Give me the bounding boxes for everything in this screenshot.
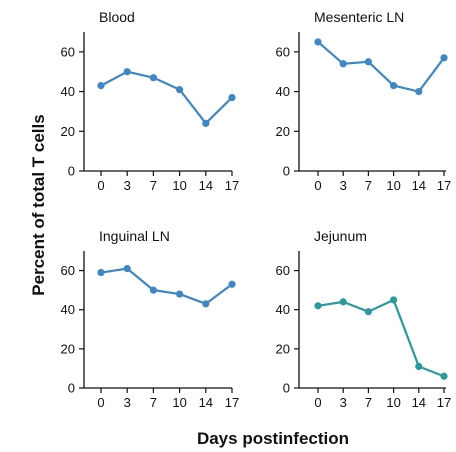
- y-tick-label: 20: [276, 341, 290, 356]
- chart-panel-3: Jejunum 0 20 40 60 0 3 7 10 14 17: [276, 228, 452, 410]
- x-tick-label: 17: [225, 395, 239, 410]
- chart-panel-1: Mesenteric LN 0 20 40 60 0 3 7 10 14 17: [276, 9, 452, 193]
- chart-panel-2: Inguinal LN 0 20 40 60 0 3 7 10 14 17: [61, 228, 240, 410]
- x-tick-label: 10: [386, 395, 400, 410]
- data-point: [415, 87, 423, 96]
- data-point: [314, 302, 322, 310]
- x-tick-label: 0: [314, 178, 321, 193]
- y-tick-label: 60: [276, 263, 290, 278]
- data-point: [202, 300, 210, 308]
- y-tick-label: 40: [276, 302, 290, 317]
- data-point: [390, 296, 398, 304]
- x-tick-label: 0: [97, 178, 104, 193]
- x-tick-label: 10: [386, 178, 400, 193]
- y-tick-label: 20: [61, 341, 75, 356]
- y-tick-label: 40: [276, 84, 290, 99]
- panel-title: Mesenteric LN: [314, 9, 404, 25]
- series-line: [317, 41, 445, 93]
- x-tick-label: 10: [172, 395, 186, 410]
- data-point: [149, 286, 157, 294]
- x-tick-label: 7: [365, 178, 372, 193]
- x-tick-label: 14: [412, 178, 426, 193]
- y-tick-label: 60: [61, 263, 75, 278]
- data-point: [176, 85, 184, 94]
- y-tick-label: 20: [61, 124, 75, 139]
- x-tick-label: 17: [437, 178, 451, 193]
- y-axis-title: Percent of total T cells: [29, 114, 48, 295]
- panel-title: Jejunum: [314, 228, 367, 244]
- panel-title: Inguinal LN: [99, 228, 170, 244]
- data-point: [123, 265, 131, 273]
- data-point: [364, 308, 372, 316]
- data-point: [202, 119, 210, 127]
- data-point: [390, 82, 398, 90]
- y-tick-label: 60: [61, 44, 75, 59]
- data-point: [364, 58, 372, 66]
- y-tick-label: 60: [276, 44, 290, 59]
- x-tick-label: 7: [150, 395, 157, 410]
- x-tick-label: 3: [340, 178, 347, 193]
- panel-title: Blood: [99, 9, 135, 25]
- x-tick-label: 14: [199, 395, 213, 410]
- data-point: [440, 372, 448, 380]
- x-tick-label: 7: [150, 178, 157, 193]
- data-point: [149, 74, 157, 82]
- x-tick-label: 0: [314, 395, 321, 410]
- y-tick-label: 0: [68, 381, 75, 396]
- x-tick-label: 0: [97, 395, 104, 410]
- x-tick-label: 14: [199, 178, 213, 193]
- x-tick-label: 3: [124, 178, 131, 193]
- series-line: [317, 298, 445, 378]
- series-line: [100, 70, 233, 125]
- x-tick-label: 7: [365, 395, 372, 410]
- chart-panel-0: Blood 0 20 40 60 0 3 7 10 14 17: [61, 9, 240, 193]
- data-point: [440, 54, 448, 62]
- x-tick-label: 3: [124, 395, 131, 410]
- data-point: [97, 82, 105, 90]
- x-tick-label: 10: [172, 178, 186, 193]
- data-point: [339, 298, 347, 306]
- data-point: [97, 268, 105, 277]
- x-tick-label: 17: [437, 395, 451, 410]
- x-tick-label: 14: [412, 395, 426, 410]
- x-axis-title: Days postinfection: [197, 429, 349, 448]
- data-point: [123, 68, 131, 76]
- data-point: [314, 38, 322, 46]
- y-tick-label: 0: [283, 381, 290, 396]
- data-point: [228, 93, 236, 102]
- y-tick-label: 20: [276, 124, 290, 139]
- x-tick-label: 3: [340, 395, 347, 410]
- y-tick-label: 0: [283, 164, 290, 179]
- data-point: [415, 362, 423, 371]
- y-tick-label: 40: [61, 84, 75, 99]
- data-point: [339, 60, 347, 68]
- data-point: [228, 280, 236, 288]
- y-tick-label: 40: [61, 302, 75, 317]
- data-point: [176, 290, 184, 298]
- series-line: [100, 267, 233, 305]
- y-tick-label: 0: [68, 164, 75, 179]
- x-tick-label: 17: [225, 178, 239, 193]
